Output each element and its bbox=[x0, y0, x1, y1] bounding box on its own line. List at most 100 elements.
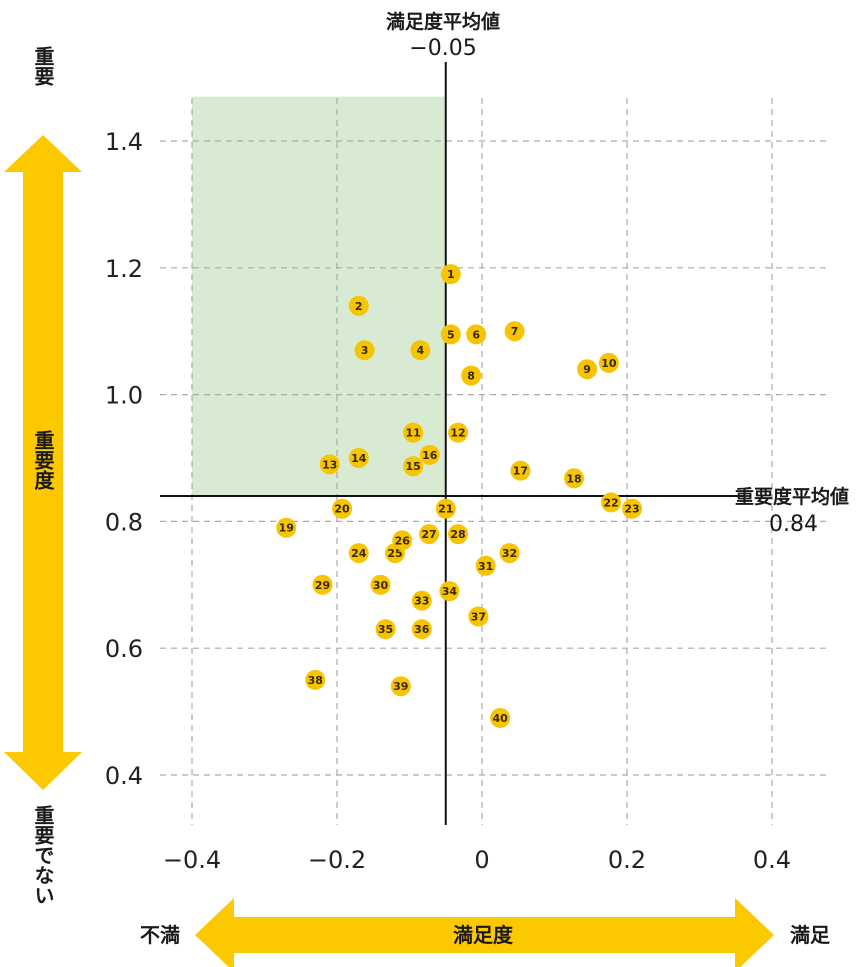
data-point-label: 1 bbox=[447, 268, 455, 281]
priority-improvement-region bbox=[192, 96, 446, 497]
x-tick-labels: −0.4 −0.2 0 0.2 0.4 bbox=[163, 846, 791, 874]
data-point-marker bbox=[392, 530, 413, 551]
data-point: 36 bbox=[411, 619, 432, 640]
satisfaction-axis-label: 満足度 bbox=[453, 923, 514, 947]
data-point: 11 bbox=[403, 422, 424, 443]
dissatisfied-label: 不満 bbox=[140, 923, 180, 947]
data-point-label: 24 bbox=[351, 547, 367, 560]
data-point-label: 5 bbox=[447, 328, 455, 341]
data-point-label: 35 bbox=[378, 623, 393, 636]
satisfaction-average-value: −0.05 bbox=[409, 36, 476, 61]
data-point: 39 bbox=[390, 676, 411, 697]
data-point: 26 bbox=[392, 530, 413, 551]
data-point-marker bbox=[319, 454, 340, 475]
data-point-label: 28 bbox=[450, 528, 465, 541]
data-point-marker bbox=[468, 606, 489, 627]
data-point: 4 bbox=[410, 340, 431, 361]
data-point: 3 bbox=[354, 340, 375, 361]
data-point: 2 bbox=[348, 295, 369, 316]
data-point-label: 38 bbox=[308, 674, 323, 687]
data-point-label: 17 bbox=[513, 465, 528, 478]
y-tick-labels: 1.4 1.2 1.0 0.8 0.6 0.4 bbox=[105, 128, 143, 790]
data-point-label: 22 bbox=[603, 496, 618, 509]
importance-arrow bbox=[4, 135, 82, 790]
data-point: 22 bbox=[601, 492, 622, 513]
data-point-label: 7 bbox=[511, 325, 519, 338]
data-point: 35 bbox=[375, 619, 396, 640]
data-point-label: 39 bbox=[393, 680, 408, 693]
data-point-marker bbox=[564, 468, 585, 489]
data-point: 20 bbox=[332, 498, 353, 519]
y-tick-label: 0.4 bbox=[105, 762, 143, 790]
data-point: 24 bbox=[348, 543, 369, 564]
data-point: 1 bbox=[440, 264, 461, 285]
data-point-marker bbox=[403, 456, 424, 477]
data-point: 23 bbox=[622, 498, 643, 519]
importance-axis-label: 重要度 bbox=[31, 430, 55, 491]
data-point: 9 bbox=[577, 359, 598, 380]
data-point-marker bbox=[510, 460, 531, 481]
data-point-marker bbox=[601, 492, 622, 513]
data-point: 8 bbox=[461, 365, 482, 386]
data-point-label: 6 bbox=[472, 328, 480, 341]
data-point-label: 18 bbox=[566, 472, 581, 485]
data-point-marker bbox=[276, 517, 297, 538]
data-point-label: 19 bbox=[279, 522, 294, 535]
data-point: 38 bbox=[305, 669, 326, 690]
y-tick-label: 1.0 bbox=[105, 382, 143, 410]
data-point: 21 bbox=[435, 498, 456, 519]
data-point-label: 3 bbox=[361, 344, 369, 357]
data-point-label: 15 bbox=[405, 460, 420, 473]
y-tick-label: 1.4 bbox=[105, 128, 143, 156]
data-point-label: 21 bbox=[438, 503, 453, 516]
data-point-marker bbox=[490, 707, 511, 728]
data-point: 10 bbox=[598, 352, 619, 373]
data-point-marker bbox=[440, 324, 461, 345]
data-point: 34 bbox=[439, 581, 460, 602]
data-point-label: 4 bbox=[417, 344, 425, 357]
data-point: 32 bbox=[499, 543, 520, 564]
data-point-marker bbox=[499, 543, 520, 564]
data-point-label: 8 bbox=[467, 370, 475, 383]
satisfaction-arrow bbox=[195, 898, 774, 967]
data-point-label: 26 bbox=[395, 534, 411, 547]
y-tick-label: 0.8 bbox=[105, 508, 143, 536]
x-tick-label: 0.4 bbox=[753, 846, 791, 874]
data-point-marker bbox=[410, 340, 431, 361]
data-point-label: 40 bbox=[492, 712, 508, 725]
data-point-marker bbox=[419, 524, 440, 545]
data-point-marker bbox=[598, 352, 619, 373]
data-point: 37 bbox=[468, 606, 489, 627]
data-point: 15 bbox=[403, 456, 424, 477]
data-point-marker bbox=[348, 448, 369, 468]
data-point-label: 27 bbox=[421, 528, 436, 541]
data-point: 17 bbox=[510, 460, 531, 481]
data-point-marker bbox=[354, 340, 375, 361]
data-point-label: 23 bbox=[624, 503, 639, 516]
data-point-marker bbox=[305, 669, 326, 690]
data-point: 31 bbox=[475, 555, 496, 576]
data-point-marker bbox=[439, 581, 460, 602]
data-point: 7 bbox=[504, 321, 525, 342]
data-point-label: 37 bbox=[471, 611, 486, 624]
data-point-marker bbox=[403, 422, 424, 443]
data-point: 16 bbox=[419, 444, 440, 465]
data-point-marker bbox=[411, 619, 432, 640]
x-tick-label: 0 bbox=[474, 846, 489, 874]
data-point-label: 34 bbox=[442, 585, 458, 598]
data-point-label: 2 bbox=[355, 300, 363, 313]
data-point-label: 16 bbox=[422, 449, 438, 462]
data-point-marker bbox=[419, 444, 440, 465]
data-point: 27 bbox=[419, 524, 440, 545]
data-point: 40 bbox=[490, 707, 511, 728]
data-point-marker bbox=[461, 365, 482, 386]
data-point: 33 bbox=[411, 590, 432, 611]
data-point-marker bbox=[504, 321, 525, 342]
data-point-label: 13 bbox=[322, 458, 337, 471]
data-point-marker bbox=[440, 264, 461, 285]
data-point-label: 36 bbox=[414, 623, 430, 636]
data-point: 19 bbox=[276, 517, 297, 538]
data-point-marker bbox=[475, 555, 496, 576]
